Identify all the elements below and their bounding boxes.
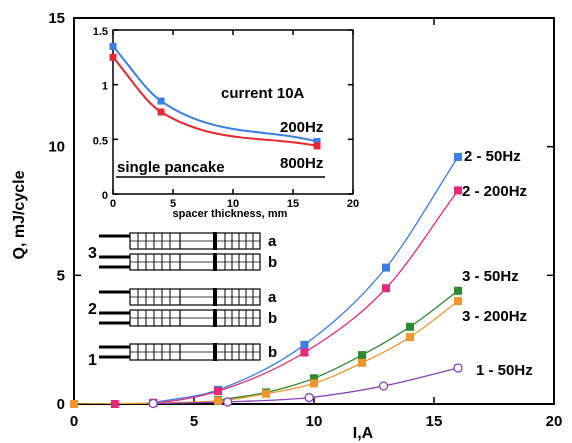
- x-tick-label: 15: [426, 413, 443, 430]
- pancake-layer: a: [99, 232, 277, 250]
- series-label-2-50hz: 2 - 50Hz: [464, 148, 521, 165]
- y-tick-label: 0: [57, 396, 65, 413]
- series-label-2-200hz: 2 - 200Hz: [462, 183, 527, 200]
- layer-label: b: [268, 344, 277, 361]
- data-point-3-200hz: [310, 379, 318, 388]
- inset-markers: [109, 42, 321, 150]
- data-point-2-50hz: [382, 263, 390, 272]
- data-point-1-50hz: [148, 398, 158, 409]
- data-point-2-200hz: [382, 284, 390, 293]
- inset-ticks: 0 5 10 15 20 0 0.5 1 1.5: [93, 26, 359, 210]
- data-point-2-50hz: [300, 340, 309, 349]
- y-tick-label: 1: [102, 81, 108, 93]
- x-tick-label: 0: [110, 198, 116, 210]
- inset-data-point-200hz: [157, 97, 165, 105]
- layer-label: b: [268, 254, 277, 271]
- y-tick-label: 0.5: [93, 135, 108, 147]
- winding-number: 1: [88, 352, 97, 369]
- y-tick-label: 10: [48, 139, 65, 156]
- layer-label: b: [268, 310, 277, 327]
- data-point-1-50hz: [378, 381, 389, 391]
- data-point-3-50hz: [358, 351, 366, 360]
- data-point-1-50hz: [453, 363, 463, 373]
- data-point-2-200hz: [110, 400, 119, 408]
- series-line-2-50hz: [153, 156, 459, 404]
- x-tick-label: 10: [227, 198, 239, 210]
- data-point-3-50hz: [454, 286, 462, 295]
- layer-label: a: [268, 289, 277, 306]
- x-tick-label: 10: [306, 413, 323, 430]
- x-tick-label: 20: [546, 413, 563, 430]
- layer-label: a: [268, 233, 277, 250]
- main-x-label: I,A: [353, 425, 374, 442]
- y-tick-label: 15: [48, 10, 65, 27]
- winding-number: 2: [88, 301, 97, 318]
- inset-background: [75, 19, 358, 221]
- data-point-3-200hz: [358, 358, 366, 367]
- data-point-2-200hz: [454, 186, 462, 195]
- winding-row-2: 2 ab: [88, 288, 277, 327]
- winding-number: 3: [88, 245, 97, 262]
- pancake-layer: b: [99, 253, 277, 271]
- series-label-1-50hz: 1 - 50Hz: [476, 362, 533, 379]
- series-label-3-200hz: 3 - 200Hz: [462, 308, 527, 325]
- inset-data-point-200hz: [109, 42, 117, 50]
- data-point-3-200hz: [454, 297, 462, 306]
- data-point-2-50hz: [454, 152, 462, 161]
- pancake-layer: b: [99, 343, 277, 361]
- pancake-layer: a: [99, 288, 277, 306]
- inset-data-point-800hz: [157, 108, 165, 116]
- data-point-2-200hz: [300, 348, 309, 357]
- data-point-1-50hz: [222, 397, 233, 407]
- data-point-2-200hz: [214, 387, 222, 396]
- inset-annotation-single-pancake: single pancake: [117, 159, 225, 176]
- inset-data-point-800hz: [313, 142, 321, 150]
- main-y-label: Q, mJ/cycle: [11, 170, 28, 259]
- y-tick-label: 0: [102, 190, 108, 202]
- x-tick-label: 5: [170, 198, 176, 210]
- winding-row-3: 3 ab: [88, 232, 277, 271]
- x-tick-label: 20: [347, 198, 359, 210]
- data-point-3-200hz: [406, 333, 414, 342]
- x-tick-label: 15: [287, 198, 299, 210]
- x-tick-label: 0: [70, 413, 78, 430]
- data-point-3-50hz: [310, 374, 318, 383]
- series-line-3-50hz: [217, 290, 459, 401]
- y-tick-label: 1.5: [93, 26, 108, 38]
- data-point-3-200hz: [70, 400, 78, 408]
- inset-series-line-800hz: [112, 56, 318, 147]
- data-point-1-50hz: [304, 392, 314, 403]
- inset-annotation-800hz: 800Hz: [280, 155, 323, 172]
- data-point-3-200hz: [214, 396, 222, 405]
- inset-curves: [112, 45, 318, 147]
- pancake-layer: b: [99, 309, 277, 327]
- inset-annotation-current: current 10A: [221, 85, 305, 102]
- data-point-3-50hz: [406, 322, 414, 331]
- inset-x-label: spacer thickness, mm: [173, 208, 288, 220]
- x-tick-label: 5: [190, 413, 198, 430]
- inset-data-point-200hz: [313, 138, 321, 146]
- main-markers: [70, 152, 463, 409]
- inset-data-point-800hz: [109, 53, 117, 61]
- inset-series-line-200hz: [112, 45, 318, 143]
- inset-annotation-200hz: 200Hz: [280, 119, 323, 136]
- y-tick-label: 5: [57, 267, 65, 284]
- data-point-3-200hz: [262, 389, 270, 398]
- series-label-3-50hz: 3 - 50Hz: [462, 268, 519, 285]
